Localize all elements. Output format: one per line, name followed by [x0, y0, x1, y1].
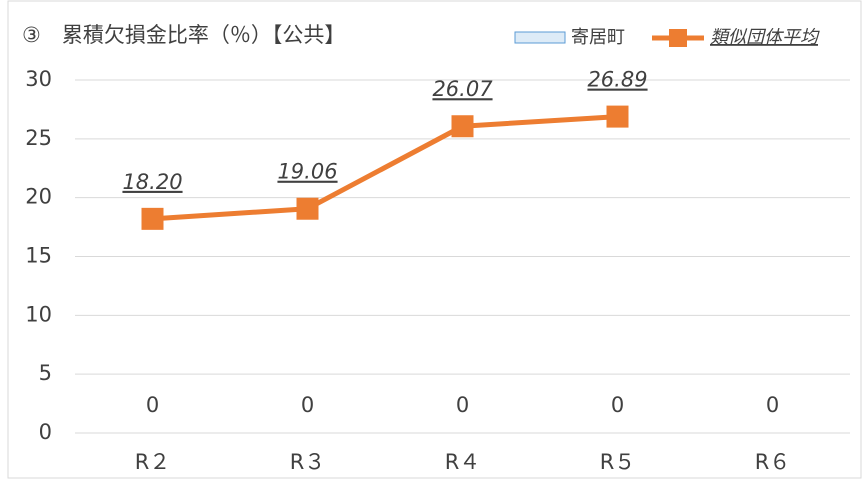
x-tick-label: R５ — [600, 450, 636, 474]
line-marker — [451, 115, 474, 138]
x-tick-label: R３ — [290, 450, 326, 474]
line-marker — [606, 105, 629, 128]
bar-value-label: 0 — [146, 393, 159, 417]
bar-value-label: 0 — [766, 393, 779, 417]
y-tick-label: 15 — [25, 244, 52, 268]
x-tick-label: R２ — [135, 450, 171, 474]
y-tick-label: 30 — [25, 67, 52, 91]
x-tick-label: R４ — [445, 450, 481, 474]
legend-swatch — [514, 31, 566, 44]
chart-border — [7, 0, 862, 479]
line-value-label: 19.06 — [277, 160, 337, 184]
line-value-label: 26.07 — [432, 77, 493, 101]
line-value-label: 26.89 — [587, 68, 647, 92]
x-tick-label: R６ — [755, 450, 791, 474]
legend-label: 類似団体平均 — [710, 27, 820, 48]
line-marker — [296, 197, 319, 220]
bar-value-label: 0 — [456, 393, 469, 417]
legend-marker — [669, 29, 687, 47]
y-tick-label: 5 — [39, 361, 52, 385]
line-value-label: 18.20 — [122, 170, 182, 194]
y-tick-label: 10 — [25, 302, 52, 326]
bar-value-label: 0 — [611, 393, 624, 417]
chart-title: ③ 累積欠損金比率（％）【公共】 — [22, 23, 345, 47]
line — [152, 114, 618, 222]
y-tick-label: 25 — [25, 126, 52, 150]
legend-label: 寄居町 — [571, 27, 625, 48]
y-tick-label: 0 — [39, 420, 52, 444]
line-marker — [141, 207, 164, 230]
y-tick-label: 20 — [25, 185, 52, 209]
bar-value-label: 0 — [301, 393, 314, 417]
